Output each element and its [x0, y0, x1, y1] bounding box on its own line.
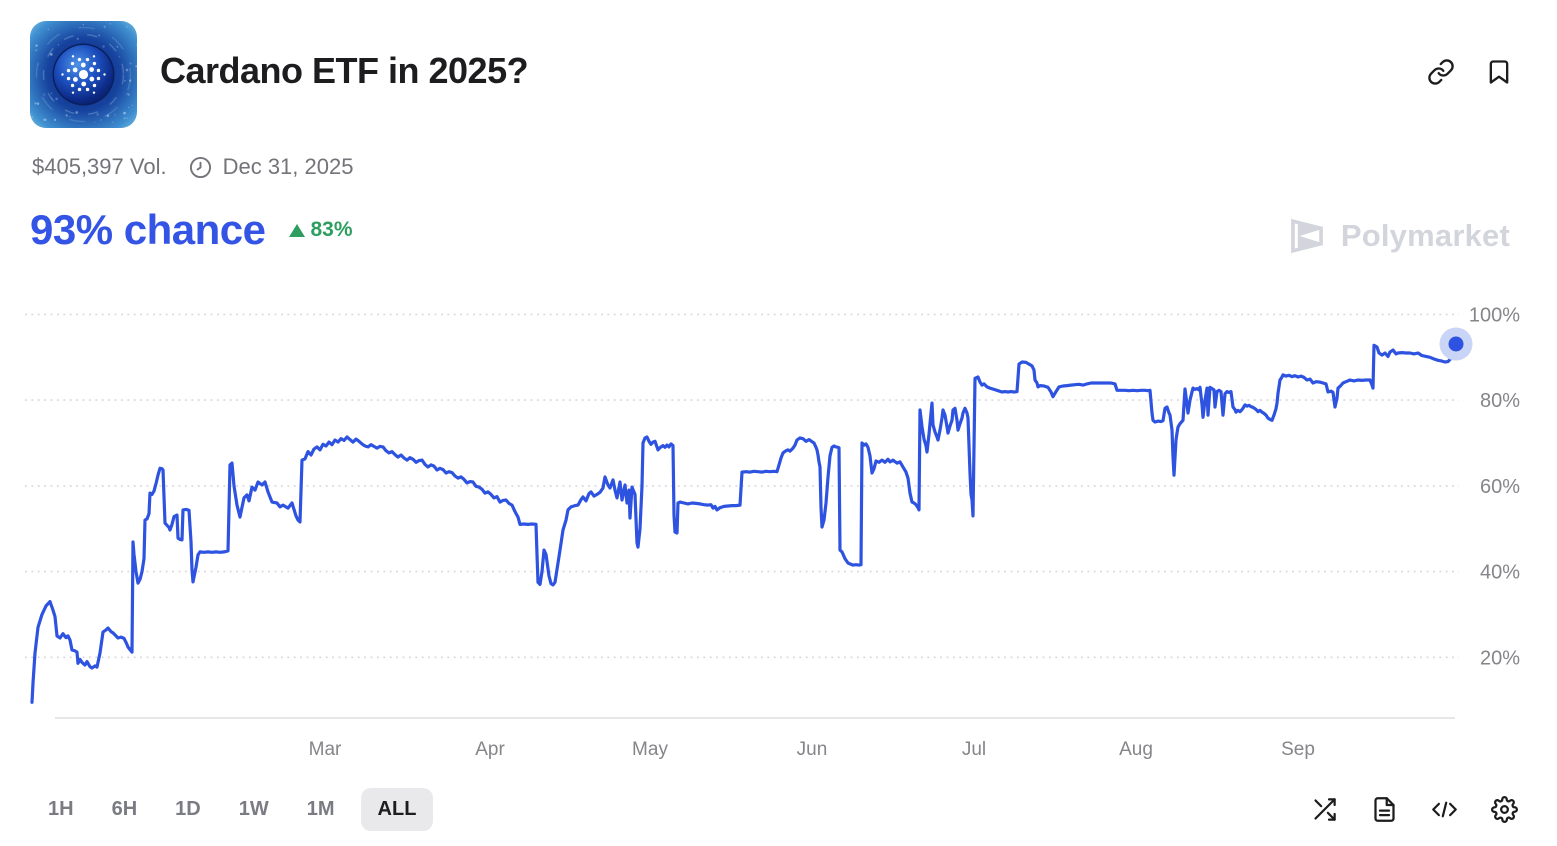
y-axis-label-80: 80% — [1480, 390, 1520, 412]
chance-value: 93% chance — [30, 206, 266, 253]
document-icon[interactable] — [1371, 796, 1398, 823]
y-axis-label-40: 40% — [1480, 562, 1520, 584]
top-actions — [1427, 58, 1513, 86]
x-axis-label-aug: Aug — [1119, 739, 1153, 760]
clock-icon — [189, 156, 212, 179]
cardano-logo — [30, 21, 137, 128]
x-axis-label-jul: Jul — [962, 739, 986, 760]
endpoint-dot — [1448, 336, 1464, 352]
probability-line — [30, 342, 1458, 704]
x-axis-label-may: May — [632, 739, 668, 760]
x-axis-label-jun: Jun — [797, 739, 828, 760]
time-range-selector: 1H 6H 1D 1W 1M ALL — [36, 788, 434, 831]
y-axis-label-100: 100% — [1469, 304, 1520, 326]
code-icon[interactable] — [1431, 796, 1458, 823]
range-button-all[interactable]: ALL — [360, 788, 434, 831]
market-avatar — [30, 21, 137, 128]
range-button-1h[interactable]: 1H — [36, 788, 86, 831]
probability-chart[interactable]: 100% 80% 60% 40% 20% Mar Apr May Jun Jul Aug Sep — [0, 290, 1557, 770]
range-button-1w[interactable]: 1W — [227, 788, 281, 831]
volume-label: $405,397 Vol. — [32, 154, 167, 179]
market-meta: $405,397 Vol. Dec 31, 2025 — [32, 154, 353, 180]
polymarket-logo-icon — [1290, 218, 1323, 254]
shuffle-icon[interactable] — [1311, 796, 1338, 823]
chance-change-value: 83% — [310, 218, 353, 241]
range-button-1m[interactable]: 1M — [295, 788, 347, 831]
page-title: Cardano ETF in 2025? — [160, 50, 529, 91]
polymarket-watermark: Polymarket — [1285, 214, 1510, 258]
gear-icon[interactable] — [1491, 796, 1518, 823]
x-axis-label-mar: Mar — [309, 739, 342, 760]
range-button-1d[interactable]: 1D — [163, 788, 213, 831]
y-axis-label-20: 20% — [1480, 647, 1520, 669]
watermark-text: Polymarket — [1340, 218, 1510, 253]
bookmark-icon[interactable] — [1485, 58, 1513, 86]
x-axis-label-sep: Sep — [1281, 739, 1315, 760]
chance-row: 93% chance 83% — [30, 206, 353, 254]
chart-actions — [1311, 796, 1518, 823]
link-icon[interactable] — [1427, 58, 1455, 86]
x-axis-label-apr: Apr — [475, 739, 505, 760]
range-button-6h[interactable]: 6H — [100, 788, 150, 831]
end-date-label: Dec 31, 2025 — [222, 154, 354, 179]
up-triangle-icon — [289, 223, 306, 237]
chance-change: 83% — [289, 218, 353, 242]
y-axis-label-60: 60% — [1480, 476, 1520, 498]
